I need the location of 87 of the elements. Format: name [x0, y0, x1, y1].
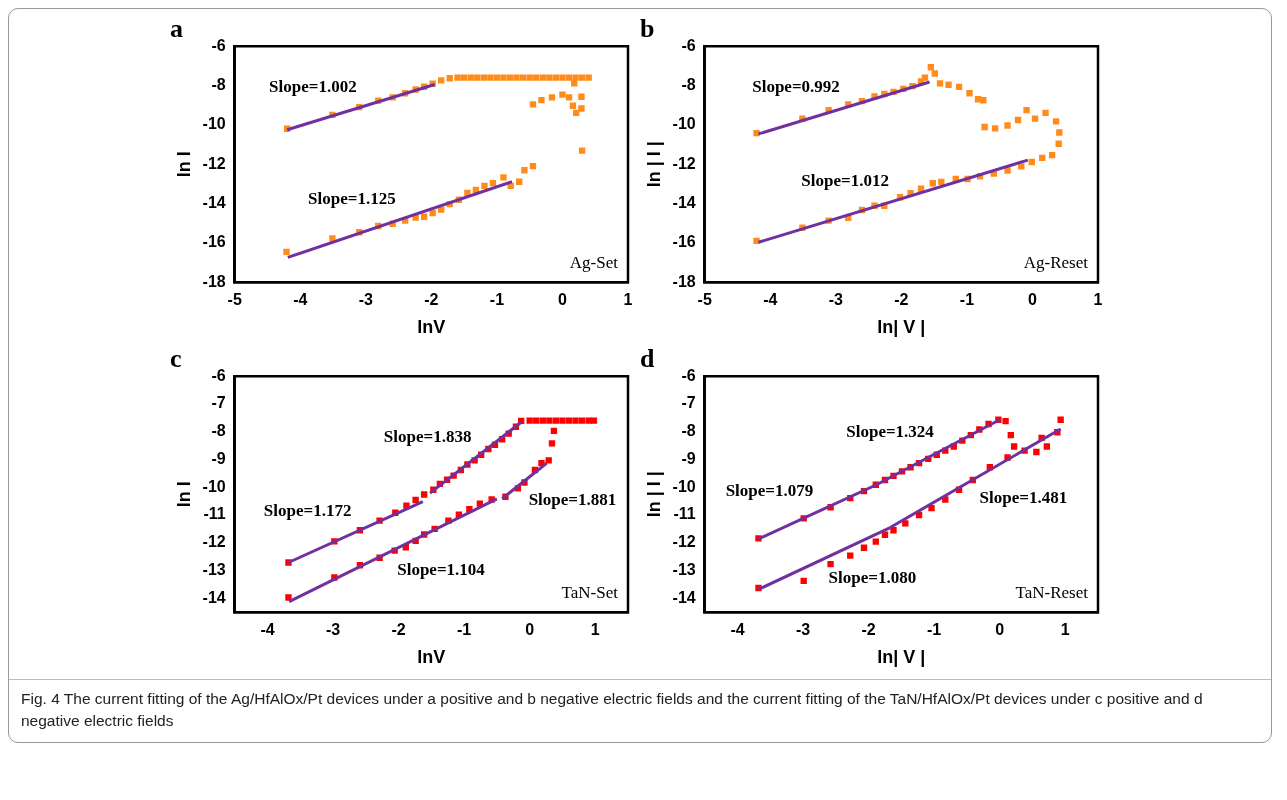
x-tick-label: -4 [763, 291, 778, 309]
x-tick-label: 1 [1060, 621, 1070, 639]
y-tick-label: -6 [681, 36, 696, 54]
series-label: Slope=0.992 [752, 77, 840, 97]
x-tick-label: -1 [489, 291, 505, 309]
y-tick-label: -10 [672, 477, 696, 495]
series-label: Slope=1.172 [263, 501, 352, 521]
text: TaN-Set [561, 583, 619, 603]
series-label: Slope=1.002 [269, 76, 357, 96]
y-tick-label: -14 [202, 588, 226, 606]
x-tick-label: 0 [1028, 291, 1037, 309]
y-tick-label: -6 [211, 366, 226, 384]
chart-title: d [640, 344, 655, 374]
x-tick-label: -2 [424, 291, 439, 309]
x-tick-label: -2 [861, 621, 876, 639]
x-tick-label: -5 [227, 291, 242, 309]
x-tick-label: 1 [1093, 291, 1103, 309]
y-tick-label: -9 [211, 449, 226, 467]
caption: Fig. 4 The current fitting of the Ag/HfAlOx/Pt devices under a positive and b negative electric fields and the current fitting of the TaN/HfAlOx/Pt devices under c positive and d negative electric fields [21, 689, 1204, 731]
series-label: Slope=1.881 [528, 490, 617, 510]
y-tick-label: -12 [202, 533, 226, 551]
x-tick-label: -1 [927, 621, 942, 639]
x-tick-label: -1 [457, 621, 472, 639]
y-tick-label: -7 [211, 394, 226, 412]
x-tick-label: -4 [260, 621, 275, 639]
text: TaN-Reset [1015, 583, 1089, 603]
x-axis-title: ln| V | [877, 317, 926, 338]
x-tick-label: -4 [293, 291, 308, 309]
y-axis-title: ln | I | [643, 471, 664, 518]
y-tick-label: -8 [681, 75, 696, 93]
y-tick-label: -8 [211, 422, 226, 440]
x-tick-label: -2 [391, 621, 406, 639]
x-tick-label: -1 [959, 291, 975, 309]
y-tick-label: -16 [202, 233, 226, 251]
y-tick-label: -13 [672, 560, 696, 578]
text: Ag-Set [569, 253, 619, 273]
x-tick-label: -3 [325, 621, 341, 639]
y-tick-label: -8 [681, 422, 696, 440]
y-tick-label: -6 [211, 36, 226, 54]
x-tick-label: -3 [828, 291, 844, 309]
y-tick-label: -11 [673, 505, 696, 523]
chart-title: c [170, 344, 182, 374]
x-tick-label: 1 [590, 621, 600, 639]
x-tick-label: 0 [995, 621, 1005, 639]
x-axis-title: lnV [417, 647, 446, 668]
y-tick-label: -10 [202, 477, 226, 495]
series-label: Slope=1.481 [979, 487, 1068, 507]
series-label: Slope=1.104 [397, 559, 486, 579]
series-label: Slope=1.079 [725, 481, 814, 501]
y-axis-title: ln | I | [643, 141, 664, 188]
y-tick-label: -18 [672, 272, 696, 290]
x-tick-label: -3 [795, 621, 811, 639]
x-tick-label: 1 [623, 291, 633, 309]
y-tick-label: -12 [672, 533, 696, 551]
y-tick-label: -9 [681, 449, 696, 467]
y-tick-label: -13 [202, 560, 226, 578]
y-tick-label: -12 [202, 154, 226, 172]
y-tick-label: -16 [672, 233, 696, 251]
x-axis-title: ln| V | [877, 647, 926, 668]
y-tick-label: -14 [672, 588, 696, 606]
x-tick-label: 0 [525, 621, 535, 639]
x-axis-title: lnV [417, 317, 446, 338]
y-tick-label: -6 [681, 366, 696, 384]
y-tick-label: -18 [202, 272, 226, 290]
chart-title: a [170, 14, 183, 44]
y-tick-label: -8 [211, 75, 226, 93]
x-tick-label: 0 [558, 291, 567, 309]
x-tick-label: -5 [697, 291, 712, 309]
y-tick-label: -11 [203, 505, 226, 523]
y-tick-label: -14 [672, 193, 696, 211]
series-label: Slope=1.838 [383, 427, 472, 447]
y-axis-title: ln I [173, 481, 194, 508]
series-label: Slope=1.324 [846, 421, 935, 441]
x-tick-label: -4 [730, 621, 745, 639]
x-tick-label: -2 [894, 291, 909, 309]
x-tick-label: -3 [358, 291, 374, 309]
y-tick-label: -12 [672, 154, 696, 172]
y-axis-title: ln I [173, 151, 194, 178]
chart-title: b [640, 14, 655, 44]
series-label: Slope=1.080 [828, 567, 917, 587]
y-tick-label: -14 [202, 193, 226, 211]
y-tick-label: -7 [681, 394, 696, 412]
text: Ag-Reset [1023, 253, 1089, 273]
y-tick-label: -10 [672, 115, 696, 133]
series-label: Slope=1.125 [308, 188, 396, 208]
series-label: Slope=1.012 [801, 170, 889, 190]
y-tick-label: -10 [202, 115, 226, 133]
